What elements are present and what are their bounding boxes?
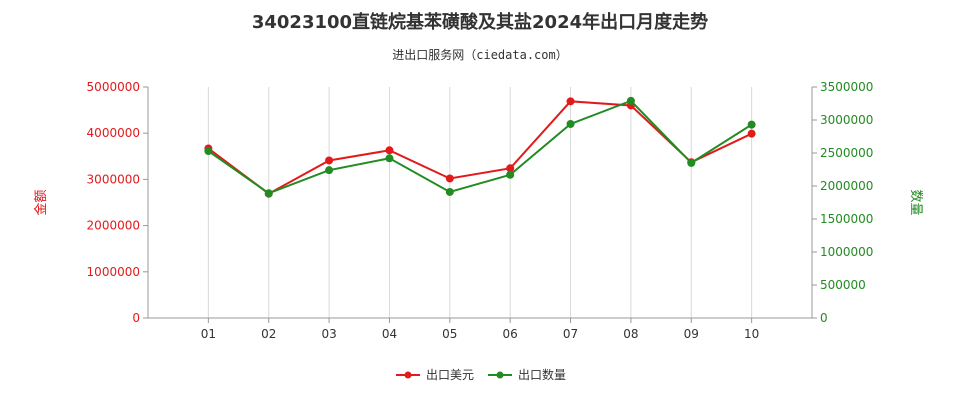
series-0-point <box>325 156 334 165</box>
series-line-0 <box>207 100 753 195</box>
legend-marker <box>404 371 412 379</box>
series-1-point <box>325 166 334 175</box>
series-1-point <box>687 158 696 167</box>
x-tick-label: 04 <box>382 327 397 341</box>
series-0-point <box>566 97 575 106</box>
series-0-point <box>747 129 756 138</box>
y-right-tick-label: 0 <box>820 311 828 325</box>
series-1-point <box>385 154 394 163</box>
y-left-tick-label: 5000000 <box>87 80 140 94</box>
x-tick-label: 01 <box>201 327 216 341</box>
y-left-axis-label: 金额 <box>33 189 49 215</box>
y-left-tick-label: 1000000 <box>87 265 140 279</box>
series-0-point <box>445 174 454 183</box>
y-left-tick-label: 0 <box>132 311 140 325</box>
x-tick-label: 08 <box>623 327 638 341</box>
y-right-tick-label: 3000000 <box>820 113 873 127</box>
legend-label: 出口美元 <box>426 368 474 382</box>
y-right-tick-label: 2000000 <box>820 179 873 193</box>
legend-label: 出口数量 <box>518 367 566 382</box>
series-1-point <box>506 170 515 179</box>
series-1-point <box>204 147 213 156</box>
series-1-point <box>566 119 575 128</box>
x-tick-label: 05 <box>442 327 457 341</box>
x-tick-label: 02 <box>261 327 276 341</box>
y-left-tick-label: 2000000 <box>87 219 140 233</box>
series-1-point <box>445 187 454 196</box>
series-1-point <box>747 120 756 129</box>
legend-marker <box>496 371 504 379</box>
y-left-tick-label: 3000000 <box>87 172 140 186</box>
x-tick-label: 07 <box>563 327 578 341</box>
y-left-tick-label: 4000000 <box>87 126 140 140</box>
x-tick-label: 03 <box>321 327 336 341</box>
x-tick-label: 06 <box>503 327 518 341</box>
chart-title: 34023100直链烷基苯磺酸及其盐2024年出口月度走势 <box>251 12 709 33</box>
y-right-tick-label: 1500000 <box>820 212 873 226</box>
x-tick-label: 10 <box>744 327 759 341</box>
series-1-point <box>264 189 273 198</box>
series-0-point <box>506 164 515 173</box>
y-right-tick-label: 2500000 <box>820 146 873 160</box>
y-right-tick-label: 500000 <box>820 278 866 292</box>
y-right-tick-label: 1000000 <box>820 245 873 259</box>
chart-subtitle: 进出口服务网（ciedata.com） <box>392 48 568 62</box>
series-line-1 <box>207 99 753 195</box>
series-1-point <box>626 96 635 105</box>
y-right-tick-label: 3500000 <box>820 80 873 94</box>
x-tick-label: 09 <box>684 327 699 341</box>
y-right-axis-label: 数量 <box>908 189 923 215</box>
series-0-point <box>385 146 394 155</box>
